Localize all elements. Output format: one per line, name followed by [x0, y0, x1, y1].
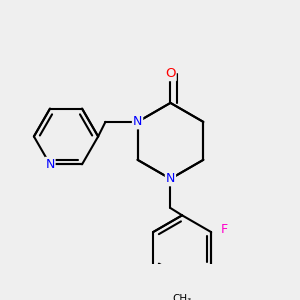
Text: O: O	[165, 67, 176, 80]
Text: F: F	[221, 223, 228, 236]
Text: N: N	[45, 158, 55, 171]
Text: N: N	[166, 172, 175, 185]
Text: CH₃: CH₃	[172, 293, 192, 300]
Text: N: N	[133, 116, 142, 128]
